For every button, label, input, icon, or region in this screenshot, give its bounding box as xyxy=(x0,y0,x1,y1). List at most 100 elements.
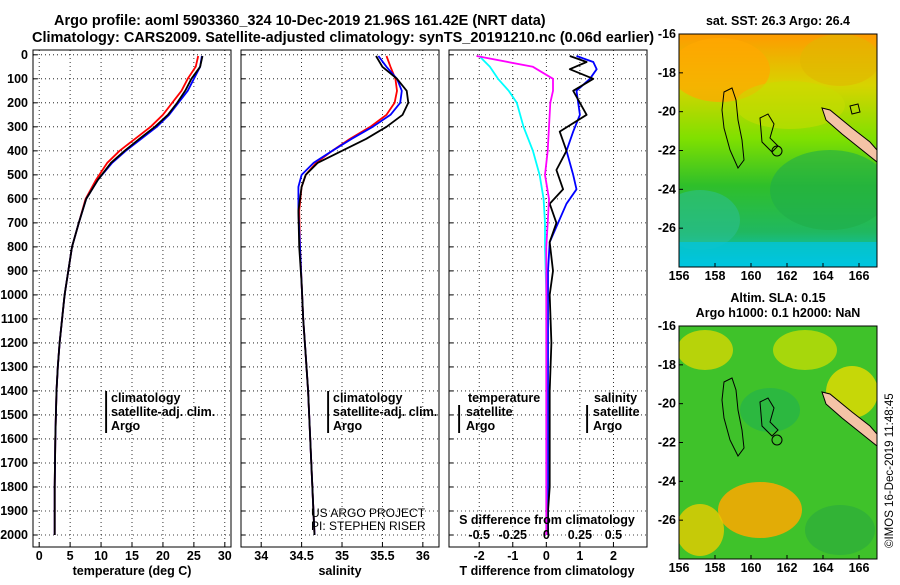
map-y-tick-label: -22 xyxy=(658,436,676,450)
difference-panel: -2 -1 0 1 2 -0.5 -0.25 0 0.25 0.5 S difference f… xyxy=(448,49,648,578)
legend-mark-t-satellite: | xyxy=(457,403,461,420)
x-tick-label: 36 xyxy=(416,549,430,563)
map-x-tick-label: 164 xyxy=(813,269,834,283)
map-y-tick-label: -24 xyxy=(658,474,676,488)
s-tick-label: 0.25 xyxy=(568,528,592,542)
sla-high-patch xyxy=(679,504,724,556)
sla-high-patch xyxy=(679,330,733,370)
legend-title-salinity: salinity xyxy=(594,391,637,405)
legend-title-temperature: temperature xyxy=(468,391,540,405)
sla-map-panel: Altim. SLA: 0.15 Argo h1000: 0.1 h2000: … xyxy=(658,291,878,575)
legend-label-climatology: climatology xyxy=(111,391,181,405)
sst-coastline-island-small xyxy=(849,103,861,115)
depth-tick-label: 600 xyxy=(7,192,28,206)
series-line-satellite-adj-clim- xyxy=(53,55,203,535)
salinity-x-ticks: 34 34.5 35 35.5 36 xyxy=(254,549,430,563)
difference-s-ticks: -0.5 -0.25 0 0.25 0.5 xyxy=(468,528,622,542)
sla-y-ticks: -16 -18 -20 -22 -24 -26 xyxy=(658,319,683,527)
map-y-tick-label: -24 xyxy=(658,182,676,196)
x-tick-label: 10 xyxy=(94,549,108,563)
sla-map-title-line-2: Argo h1000: 0.1 h2000: NaN xyxy=(696,306,861,320)
x-tick-label: 25 xyxy=(187,549,201,563)
series-line-climatology xyxy=(53,55,200,535)
x-tick-label: 1 xyxy=(576,549,583,563)
sst-coastline-islands xyxy=(759,113,779,153)
temperature-series xyxy=(53,55,204,535)
legend-label-satellite: satellite-adj. clim. xyxy=(333,405,437,419)
temperature-panel: 0 5 10 15 20 25 30 temperature (deg C) | clima… xyxy=(32,49,232,578)
map-x-tick-label: 160 xyxy=(741,561,762,575)
legend-label-satellite: satellite-adj. clim. xyxy=(111,405,215,419)
depth-tick-label: 1600 xyxy=(0,432,28,446)
map-y-tick-label: -22 xyxy=(658,144,676,158)
depth-tick-label: 900 xyxy=(7,264,28,278)
map-y-tick-label: -16 xyxy=(658,27,676,41)
sla-coastline-islands xyxy=(759,397,779,437)
salinity-series xyxy=(297,55,410,536)
legend-mark-climatology: | xyxy=(104,389,108,406)
depth-tick-label: 1700 xyxy=(0,456,28,470)
sst-cool-patch xyxy=(679,190,740,250)
depth-tick-label: 800 xyxy=(7,240,28,254)
depth-tick-label: 100 xyxy=(7,72,28,86)
sst-coastline-vanuatu-west xyxy=(721,87,745,169)
depth-tick-label: 1500 xyxy=(0,408,28,422)
x-tick-label: 0 xyxy=(36,549,43,563)
sla-field xyxy=(679,326,877,559)
s-tick-label: -0.5 xyxy=(468,528,490,542)
depth-tick-label: 1800 xyxy=(0,480,28,494)
legend-mark-t-argo: | xyxy=(457,417,461,434)
sst-argo-position-marker xyxy=(771,145,783,157)
map-x-tick-label: 156 xyxy=(669,269,690,283)
difference-xlabel: T difference from climatology xyxy=(459,564,634,578)
depth-tick-label: 1300 xyxy=(0,360,28,374)
credit-project: US ARGO PROJECT xyxy=(311,506,426,520)
map-y-tick-label: -20 xyxy=(658,397,676,411)
map-x-tick-label: 160 xyxy=(741,269,762,283)
depth-tick-label: 1000 xyxy=(0,288,28,302)
legend-label-s-satellite: satellite xyxy=(593,405,640,419)
sst-map-title: sat. SST: 26.3 Argo: 26.4 xyxy=(706,14,850,28)
legend-label-argo: Argo xyxy=(333,419,363,433)
depth-tick-label: 400 xyxy=(7,144,28,158)
map-x-tick-label: 158 xyxy=(705,561,726,575)
depth-tick-label: 500 xyxy=(7,168,28,182)
x-tick-label: 15 xyxy=(125,549,139,563)
salinity-grid xyxy=(241,50,439,547)
difference-x-ticks: -2 -1 0 1 2 xyxy=(474,549,617,563)
sla-coastline-vanuatu-west xyxy=(721,377,745,457)
salinity-xlabel: salinity xyxy=(318,564,361,578)
sla-argo-position-marker xyxy=(771,434,783,446)
sst-cool-patch xyxy=(770,150,877,230)
header-line-2: Climatology: CARS2009. Satellite-adjuste… xyxy=(32,30,654,46)
legend-label-climatology: climatology xyxy=(333,391,403,405)
map-y-tick-label: -18 xyxy=(658,358,676,372)
temperature-legend: | climatology | satellite-adj. clim. | A… xyxy=(104,389,215,434)
x-tick-label: 5 xyxy=(67,549,74,563)
legend-mark-argo: | xyxy=(104,417,108,434)
x-tick-label: -1 xyxy=(507,549,518,563)
series-line-s-argo xyxy=(476,55,554,535)
sst-warm-patch xyxy=(679,38,770,102)
depth-tick-label: 300 xyxy=(7,120,28,134)
depth-tick-label: 1400 xyxy=(0,384,28,398)
depth-tick-label: 1200 xyxy=(0,336,28,350)
series-line-argo xyxy=(297,55,410,536)
x-tick-label: 30 xyxy=(218,549,232,563)
x-tick-label: 34.5 xyxy=(289,549,313,563)
x-tick-label: 2 xyxy=(610,549,617,563)
sst-cold-band xyxy=(679,242,877,267)
sla-x-ticks: 156 158 160 162 164 166 xyxy=(669,555,869,575)
s-difference-label: S difference from climatology xyxy=(459,513,635,527)
difference-series xyxy=(476,55,598,535)
map-x-tick-label: 156 xyxy=(669,561,690,575)
legend-mark-satellite: | xyxy=(326,403,330,420)
map-y-tick-label: -18 xyxy=(658,66,676,80)
legend-label-argo: Argo xyxy=(111,419,141,433)
salinity-plot-frame xyxy=(240,49,440,548)
x-tick-label: -2 xyxy=(474,549,485,563)
x-tick-label: 34 xyxy=(254,549,268,563)
legend-mark-argo: | xyxy=(326,417,330,434)
sla-low-patch xyxy=(805,505,875,555)
